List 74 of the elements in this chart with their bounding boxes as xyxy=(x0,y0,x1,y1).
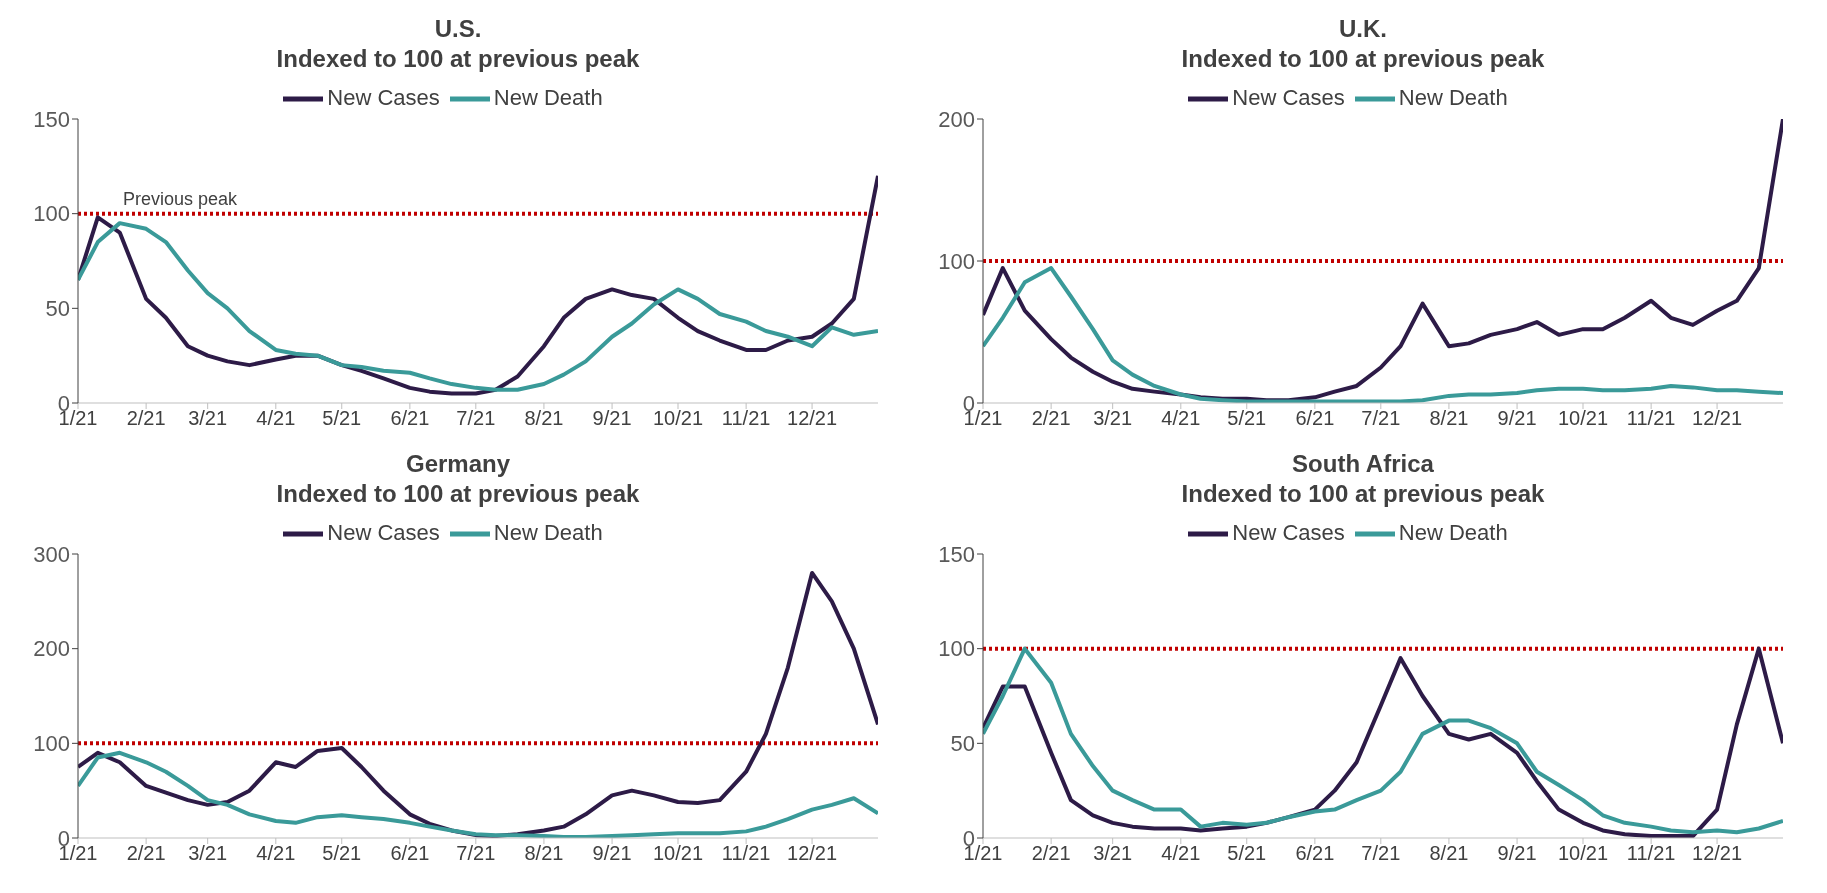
x-tick-label: 5/21 xyxy=(322,842,362,865)
x-tick-label: 7/21 xyxy=(1361,407,1401,430)
x-tick-label: 4/21 xyxy=(1161,407,1201,430)
chart-title: U.S. xyxy=(433,14,483,44)
x-tick-label: 10/21 xyxy=(1557,407,1609,430)
x-tick-label: 2/21 xyxy=(126,842,166,865)
legend-label: New Cases xyxy=(327,84,440,110)
x-tick-label: 12/21 xyxy=(1692,407,1743,430)
x-tick-label: 11/21 xyxy=(721,842,771,865)
x-tick-label: 10/21 xyxy=(652,842,704,865)
y-tick-label: 50 xyxy=(45,296,70,322)
y-tick-label: 100 xyxy=(938,248,975,274)
legend-label: New Death xyxy=(493,84,603,110)
line-series xyxy=(78,221,878,392)
y-tick-label: 100 xyxy=(938,636,975,662)
x-tick-label: 6/21 xyxy=(390,842,430,865)
chart-title: South Africa xyxy=(1291,449,1435,479)
x-tick-label: 5/21 xyxy=(1227,407,1267,430)
legend-label: New Cases xyxy=(327,519,440,545)
legend-label: New Death xyxy=(1398,519,1508,545)
x-tick-label: 7/21 xyxy=(456,842,496,865)
x-tick-label: 4/21 xyxy=(1161,842,1201,865)
x-tick-label: 6/21 xyxy=(1295,842,1335,865)
x-tick-label: 12/21 xyxy=(787,842,838,865)
x-tick-label: 3/21 xyxy=(1093,407,1133,430)
x-tick-label: 12/21 xyxy=(1692,842,1743,865)
x-tick-label: 2/21 xyxy=(1031,842,1071,865)
x-tick-label: 2/21 xyxy=(1031,407,1071,430)
line-series xyxy=(78,173,878,396)
y-tick-label: 50 xyxy=(950,731,975,757)
x-tick-label: 5/21 xyxy=(322,407,362,430)
chart-subtitle: Indexed to 100 at previous peak xyxy=(1180,44,1546,74)
x-tick-label: 11/21 xyxy=(721,407,771,430)
x-tick-label: 6/21 xyxy=(390,407,430,430)
x-tick-label: 8/21 xyxy=(1429,842,1469,865)
x-tick-label: 2/21 xyxy=(126,407,166,430)
chart-title: Germany xyxy=(404,449,512,479)
ref-line-label: Previous peak xyxy=(123,188,239,209)
y-tick-label: 300 xyxy=(33,541,70,567)
x-tick-label: 6/21 xyxy=(1295,407,1335,430)
x-tick-label: 10/21 xyxy=(1557,842,1609,865)
x-tick-label: 11/21 xyxy=(1626,842,1676,865)
y-tick-label: 200 xyxy=(33,636,70,662)
x-tick-label: 4/21 xyxy=(256,842,296,865)
legend-label: New Death xyxy=(493,519,603,545)
x-tick-label: 8/21 xyxy=(524,842,564,865)
x-tick-label: 11/21 xyxy=(1626,407,1676,430)
x-tick-label: 3/21 xyxy=(1093,842,1133,865)
y-tick-label: 150 xyxy=(33,106,70,132)
x-tick-label: 10/21 xyxy=(652,407,704,430)
x-tick-label: 12/21 xyxy=(787,407,838,430)
y-tick-label: 100 xyxy=(33,201,70,227)
x-tick-label: 9/21 xyxy=(592,842,632,865)
x-tick-label: 8/21 xyxy=(1429,407,1469,430)
y-tick-label: 200 xyxy=(938,106,975,132)
x-tick-label: 4/21 xyxy=(256,407,296,430)
x-tick-label: 9/21 xyxy=(592,407,632,430)
x-tick-label: 7/21 xyxy=(456,407,496,430)
x-tick-label: 3/21 xyxy=(188,407,228,430)
chart-subtitle: Indexed to 100 at previous peak xyxy=(275,479,641,509)
legend-label: New Cases xyxy=(1232,519,1345,545)
chart-subtitle: Indexed to 100 at previous peak xyxy=(1180,479,1546,509)
y-tick-label: 100 xyxy=(33,731,70,757)
y-tick-label: 150 xyxy=(938,541,975,567)
legend-label: New Cases xyxy=(1232,84,1345,110)
x-tick-label: 9/21 xyxy=(1497,407,1537,430)
x-tick-label: 3/21 xyxy=(188,842,228,865)
legend-label: New Death xyxy=(1398,84,1508,110)
x-tick-label: 5/21 xyxy=(1227,842,1267,865)
x-tick-label: 8/21 xyxy=(524,407,564,430)
x-tick-label: 9/21 xyxy=(1497,842,1537,865)
chart-title: U.K. xyxy=(1338,14,1388,44)
x-tick-label: 7/21 xyxy=(1361,842,1401,865)
chart-subtitle: Indexed to 100 at previous peak xyxy=(275,44,641,74)
